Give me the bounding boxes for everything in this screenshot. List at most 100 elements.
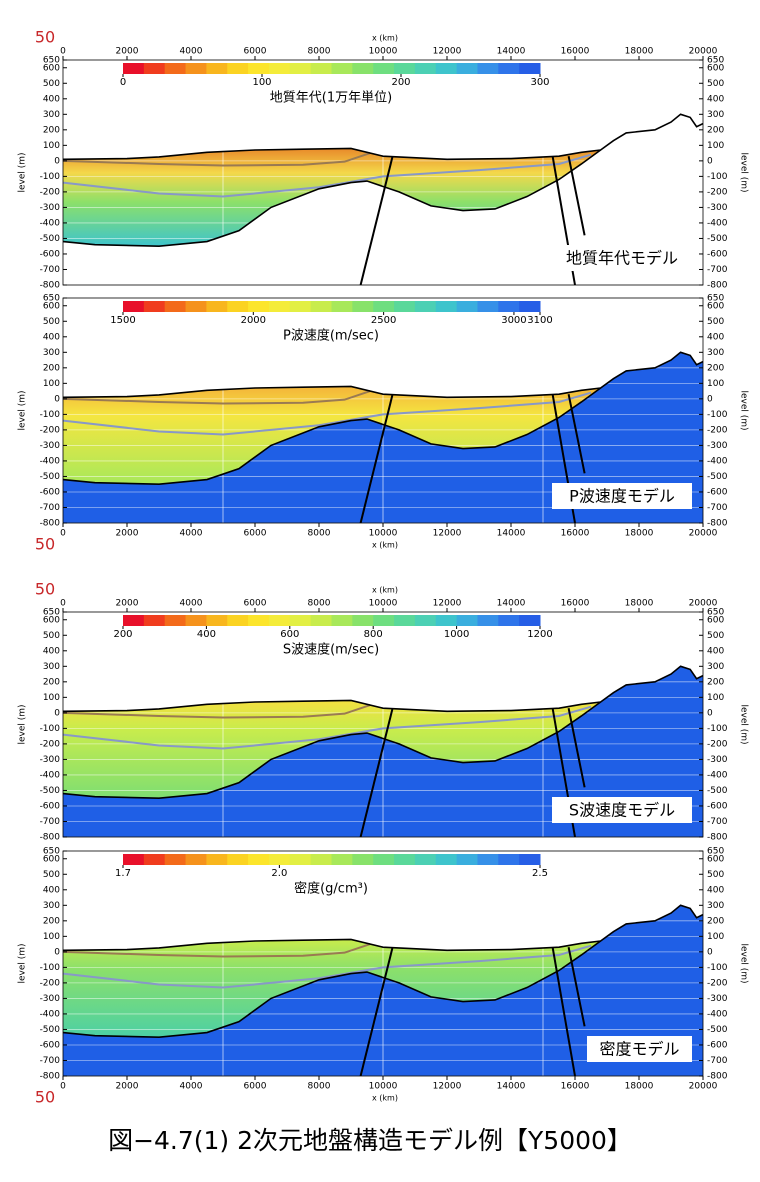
y-tick-label: 100 xyxy=(43,693,60,703)
y-tick-label-right: -100 xyxy=(707,410,728,420)
sediment xyxy=(63,939,601,1038)
colorbar-swatch xyxy=(123,63,145,74)
x-tick-label: 8000 xyxy=(308,529,331,539)
colorbar-swatch xyxy=(268,301,291,312)
colorbar-swatch xyxy=(310,301,332,312)
colorbar-swatch xyxy=(414,615,437,626)
y-axis-label: level (m) xyxy=(18,704,28,744)
y-tick-label: -600 xyxy=(40,249,61,259)
x-tick-label: 14000 xyxy=(497,529,526,539)
colorbar-swatch xyxy=(310,63,332,74)
y-tick-label-right: 400 xyxy=(707,94,724,104)
panel: -800 -800 -700 -700 -600 -600 -500 -500 -400 -400… xyxy=(18,847,749,1107)
colorbar-swatch xyxy=(123,854,145,865)
topography xyxy=(63,113,703,161)
colorbar-swatch xyxy=(310,615,332,626)
y-tick-label-right: -800 xyxy=(707,281,728,291)
y-tick-label: 400 xyxy=(43,332,60,342)
y-tick-label: -200 xyxy=(40,739,61,749)
y-tick-label-right: -700 xyxy=(707,1056,728,1066)
x-tick-label: 12000 xyxy=(433,1082,462,1092)
colorbar-swatch xyxy=(123,301,145,312)
x-tick-label: 6000 xyxy=(244,47,267,57)
colorbar-swatch xyxy=(456,301,478,312)
basement-line xyxy=(63,940,602,1039)
y-tick-label-right: 300 xyxy=(707,901,724,911)
colorbar-tick-label: 300 xyxy=(530,77,549,88)
topography xyxy=(63,904,703,952)
y-tick-label: -200 xyxy=(40,187,61,197)
y-tick-label: -600 xyxy=(40,801,61,811)
model-label: P波速度モデル xyxy=(569,487,675,506)
colorbar-swatch xyxy=(143,854,166,865)
y-tick-label: 650 xyxy=(43,56,60,66)
x-tick-label: 10000 xyxy=(369,1082,398,1092)
x-tick-label: 2000 xyxy=(116,529,139,539)
colorbar-swatch xyxy=(289,301,312,312)
x-tick-label: 16000 xyxy=(561,529,590,539)
y-tick-label-right: -200 xyxy=(707,739,728,749)
y-tick-label: 300 xyxy=(43,110,60,120)
y-axis-label-right: level (m) xyxy=(739,704,749,744)
colorbar-swatch xyxy=(498,615,520,626)
y-tick-label: -200 xyxy=(40,425,61,435)
y-tick-label-right: -600 xyxy=(707,487,728,497)
colorbar-swatch xyxy=(435,854,458,865)
x-tick-label: 16000 xyxy=(561,599,590,609)
colorbar-swatch xyxy=(143,301,166,312)
model-label-box xyxy=(552,483,692,509)
y-tick-label-right: -400 xyxy=(707,1009,728,1019)
y-tick-label: -200 xyxy=(40,978,61,988)
y-axis-label: level (m) xyxy=(18,152,28,192)
colorbar-swatch xyxy=(289,63,312,74)
y-tick-label-right: 500 xyxy=(707,870,724,880)
y-axis-label: level (m) xyxy=(18,390,28,430)
colorbar-swatch xyxy=(143,63,166,74)
model-label: 地質年代モデル xyxy=(566,249,678,268)
colorbar-swatch xyxy=(394,301,416,312)
brown-layer xyxy=(63,704,371,719)
colorbar-swatch xyxy=(498,63,520,74)
x-tick-label: 12000 xyxy=(433,47,462,57)
x-tick-label: 18000 xyxy=(625,599,654,609)
colorbar-swatch xyxy=(414,854,437,865)
model-label: 密度モデル xyxy=(599,1040,679,1059)
x-tick-label: 0 xyxy=(60,599,66,609)
y-tick-label-right: -500 xyxy=(707,786,728,796)
y-tick-label-right: 300 xyxy=(707,348,724,358)
colorbar-swatch xyxy=(164,63,187,74)
colorbar-swatch xyxy=(414,301,437,312)
y-tick-label-right: 0 xyxy=(707,708,713,718)
colorbar-tick-label: 600 xyxy=(280,629,299,640)
y-tick-label: 600 xyxy=(43,854,60,864)
plot xyxy=(63,298,703,523)
y-tick-label: -700 xyxy=(40,817,61,827)
y-tick-label: -400 xyxy=(40,770,61,780)
colorbar-swatch xyxy=(143,615,166,626)
colorbar-swatch xyxy=(185,854,207,865)
y-tick-label-right: -700 xyxy=(707,817,728,827)
y-tick-label: 400 xyxy=(43,94,60,104)
corner-label: 50 xyxy=(35,1088,55,1107)
colorbar-tick-label: 0 xyxy=(120,77,126,88)
y-tick-label: -400 xyxy=(40,1009,61,1019)
x-tick-label: 0 xyxy=(60,1082,66,1092)
colorbar-swatch xyxy=(498,301,520,312)
x-tick-label: 4000 xyxy=(180,599,203,609)
y-tick-label-right: -300 xyxy=(707,441,728,451)
y-tick-label: 300 xyxy=(43,348,60,358)
colorbar-swatch xyxy=(373,63,395,74)
y-tick-label: 500 xyxy=(43,631,60,641)
colorbar-title: S波速度(m/sec) xyxy=(283,642,379,658)
y-tick-label: 0 xyxy=(54,708,60,718)
colorbar-swatch xyxy=(435,301,458,312)
corner-label: 50 xyxy=(35,535,55,554)
y-tick-label-right: 100 xyxy=(707,693,724,703)
y-tick-label-right: 300 xyxy=(707,662,724,672)
x-tick-label: 8000 xyxy=(308,1082,331,1092)
colorbar-swatch xyxy=(206,301,228,312)
x-tick-label: 20000 xyxy=(689,1082,718,1092)
y-tick-label: 100 xyxy=(43,932,60,942)
colorbar-swatch xyxy=(248,615,270,626)
x-tick-label: 2000 xyxy=(116,599,139,609)
